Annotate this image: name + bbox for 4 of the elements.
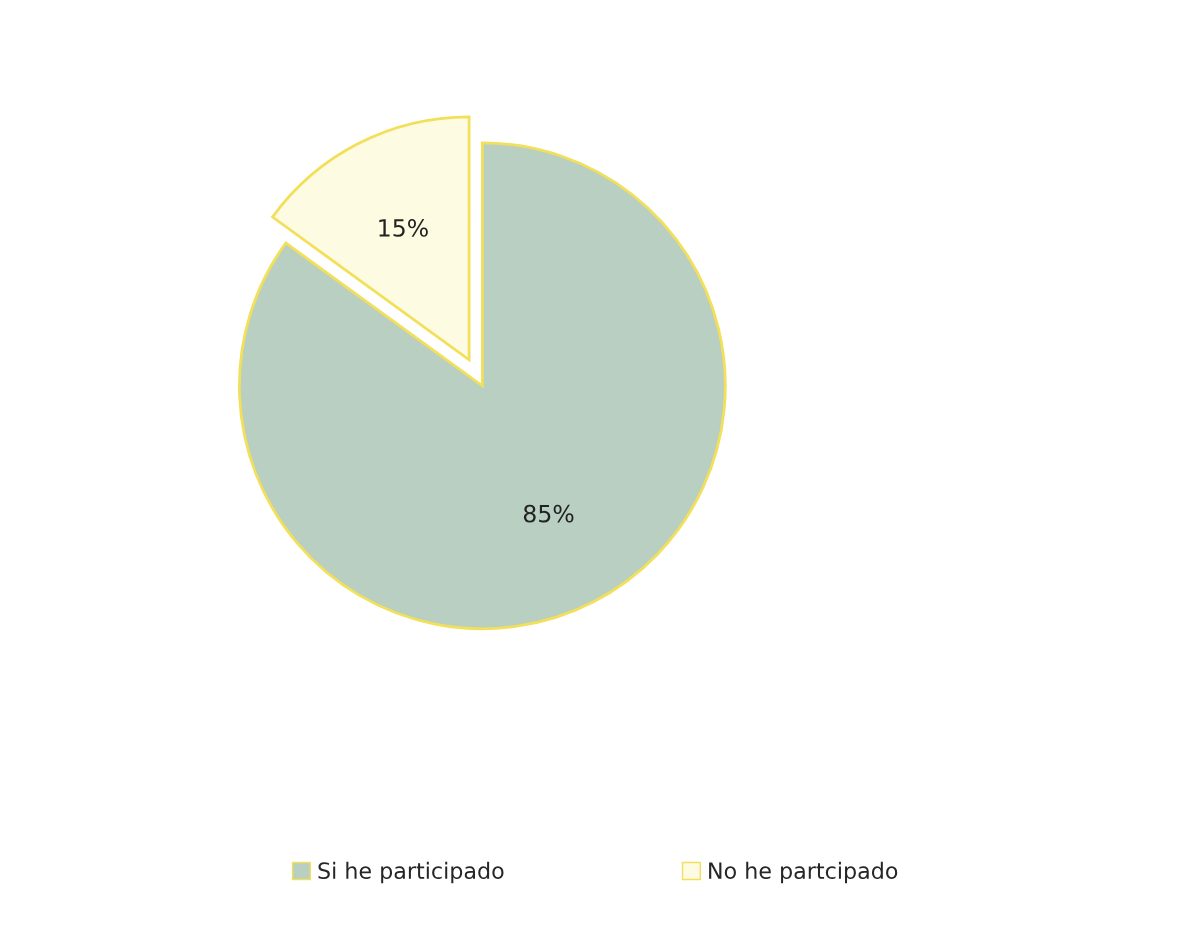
legend-label: Si he participado (318, 861, 504, 884)
data-label: 85% (523, 504, 574, 523)
data-label: 15% (379, 218, 428, 237)
legend-label: No he partcipado (709, 861, 898, 884)
